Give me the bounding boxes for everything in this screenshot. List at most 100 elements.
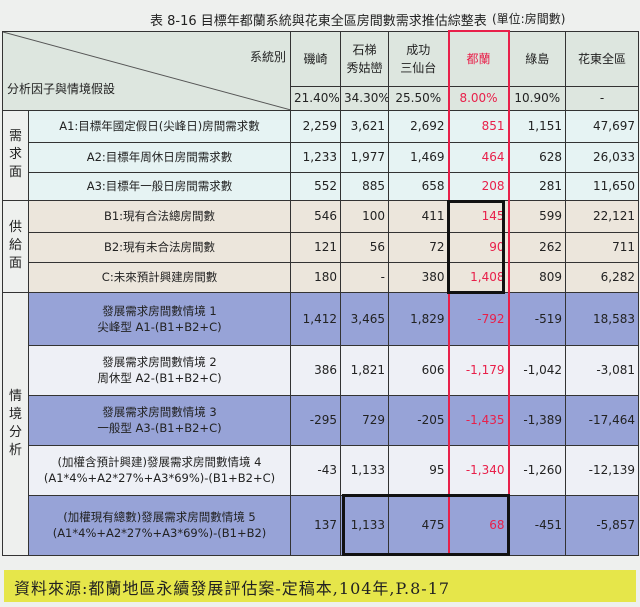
cell-value: 885	[340, 171, 389, 201]
source-note: 資料來源:都蘭地區永續發展評估案-定稿本,104年,P.8-17	[4, 570, 636, 602]
cell-value: 1,133	[340, 444, 389, 496]
table-row: (加權含預計興建)發展需求房間數情境 4 (A1*4%+A2*27%+A3*69…	[3, 444, 639, 496]
row-label: A2:目標年周休日房間需求數	[28, 141, 291, 173]
table-row: A3:目標年一般日房間需求數 552 885 658 208 281 11,650	[3, 171, 639, 201]
cell-value: 121	[290, 231, 341, 263]
cell-value: 3,465	[340, 291, 389, 346]
row-label: 發展需求房間數情境 1 尖峰型 A1-(B1+B2+C)	[28, 291, 291, 346]
cell-value: 628	[508, 141, 566, 173]
cell-value: 809	[508, 261, 566, 293]
cell-value: 729	[340, 394, 389, 446]
cell-value: 145	[447, 199, 510, 233]
cell-value: 56	[340, 231, 389, 263]
table-row: 供給面 B1:現有合法總房間數 546 100 411 145 599 22,121	[2, 199, 639, 293]
cell-value: -43	[290, 444, 341, 496]
row-label: C:未來預計興建房間數	[28, 261, 291, 293]
cell-value: 1,821	[340, 344, 389, 396]
table-title: 表 8-16 目標年都蘭系統與花東全區房間數需求推估綜整表	[150, 14, 487, 29]
supply-highlight-box	[447, 200, 505, 294]
cell-value: 47,697	[565, 109, 639, 143]
cell-value: -12,139	[565, 444, 639, 496]
table-row: A2:目標年周休日房間需求數 1,233 1,977 1,469 464 628 26,03…	[3, 141, 639, 173]
column-share: 8.00%	[447, 86, 510, 111]
row-label: 發展需求房間數情境 2 周休型 A2-(B1+B2+C)	[28, 344, 291, 396]
column-header: 綠島	[508, 30, 566, 88]
cell-value: -3,081	[565, 344, 639, 396]
cell-value: 1,469	[388, 141, 449, 173]
column-header: 花東全區	[565, 30, 639, 88]
cell-value: -1,042	[508, 344, 566, 396]
cell-value: 137	[290, 494, 341, 556]
row-label: B1:現有合法總房間數	[28, 199, 291, 233]
cell-value: -	[340, 261, 389, 293]
cell-value: 1,977	[340, 141, 389, 173]
column-header: 石梯 秀姑巒	[340, 30, 389, 88]
column-header: 都蘭	[447, 30, 510, 88]
cell-value: 1,829	[388, 291, 449, 346]
table-row: 情境分析 發展需求房間數情境 1 尖峰型 A1-(B1+B2+C) 1,412 3,4…	[2, 291, 639, 556]
factor-label: 分析因子與情境假設	[7, 81, 116, 96]
table-row: (加權現有總數)發展需求房間數情境 5 (A1*4%+A2*27%+A3*69%…	[3, 494, 639, 556]
cell-value: -519	[508, 291, 566, 346]
cell-value: 2,259	[290, 109, 341, 143]
cell-value: 100	[340, 199, 389, 233]
cell-value: 95	[388, 444, 449, 496]
row-label: (加權現有總數)發展需求房間數情境 5 (A1*4%+A2*27%+A3*69%…	[28, 494, 291, 556]
table-row: B2:現有未合法房間數 121 56 72 90 262 711	[3, 231, 639, 263]
column-header: 磯崎	[290, 30, 341, 88]
cell-value: 180	[290, 261, 341, 293]
cell-value: -451	[508, 494, 566, 556]
cell-value: 6,282	[565, 261, 639, 293]
cell-value: 281	[508, 171, 566, 201]
row-label: (加權含預計興建)發展需求房間數情境 4 (A1*4%+A2*27%+A3*69…	[28, 444, 291, 496]
column-header: 成功 三仙台	[388, 30, 449, 88]
cell-value: -1,260	[508, 444, 566, 496]
cell-value: 606	[388, 344, 449, 396]
table-row: 需求面 A1:目標年國定假日(尖峰日)房間需求數 2,259 3,621 2,692 85…	[2, 109, 639, 201]
cell-value: 3,621	[340, 109, 389, 143]
cell-value: 26,033	[565, 141, 639, 173]
cell-value: 546	[290, 199, 341, 233]
cell-value: 464	[447, 141, 510, 173]
cell-value: 658	[388, 171, 449, 201]
column-share: -	[565, 86, 639, 111]
cell-value: 1,412	[290, 291, 341, 346]
cell-value: 475	[388, 494, 449, 556]
row-label: A3:目標年一般日房間需求數	[28, 171, 291, 201]
row-label: B2:現有未合法房間數	[28, 231, 291, 263]
table-caption: 表 8-16 目標年都蘭系統與花東全區房間數需求推估綜整表 (單位:房間數)	[0, 8, 640, 30]
column-share: 21.40%	[290, 86, 341, 111]
diagonal-header-cell: 系統別分析因子與情境假設	[3, 32, 290, 109]
room-demand-table: 系統別 分析因子與情境假設 磯崎 石梯 秀姑巒 成功 三仙台 都蘭 綠島 花東全區 21.40%…	[2, 30, 639, 556]
cell-value: 2,692	[388, 109, 449, 143]
column-share: 25.50%	[388, 86, 449, 111]
cell-value: 599	[508, 199, 566, 233]
cell-value: 851	[447, 109, 510, 143]
cell-value: -205	[388, 394, 449, 446]
cell-value: 1,151	[508, 109, 566, 143]
cell-value: -1,389	[508, 394, 566, 446]
row-label: A1:目標年國定假日(尖峰日)房間需求數	[28, 109, 291, 143]
column-share: 34.30%	[340, 86, 389, 111]
cell-value: -1,435	[447, 394, 510, 446]
table-row: C:未來預計興建房間數 180-380 1,408 809 6,282	[3, 261, 639, 293]
system-label: 系統別	[249, 49, 286, 64]
cell-value: 711	[565, 231, 639, 263]
cell-value: -1,179	[447, 344, 510, 396]
cell-value: 1,233	[290, 141, 341, 173]
cell-value: -1,340	[447, 444, 510, 496]
cell-value: 386	[290, 344, 341, 396]
scenario5-highlight-box	[342, 494, 510, 556]
group-demand: 需求面	[2, 109, 29, 201]
unit-label: (單位:房間數)	[492, 12, 566, 26]
cell-value: 262	[508, 231, 566, 263]
cell-value: -17,464	[565, 394, 639, 446]
cell-value: 68	[447, 494, 510, 556]
column-share: 10.90%	[508, 86, 566, 111]
cell-value: 18,583	[565, 291, 639, 346]
cell-value: 552	[290, 171, 341, 201]
cell-value: 11,650	[565, 171, 639, 201]
table-row: 發展需求房間數情境 3 一般型 A3-(B1+B2+C) -295 729 -205-…	[3, 394, 639, 446]
table-row: 發展需求房間數情境 2 周休型 A2-(B1+B2+C) 386 1,821 606-…	[3, 344, 639, 396]
cell-value: -295	[290, 394, 341, 446]
